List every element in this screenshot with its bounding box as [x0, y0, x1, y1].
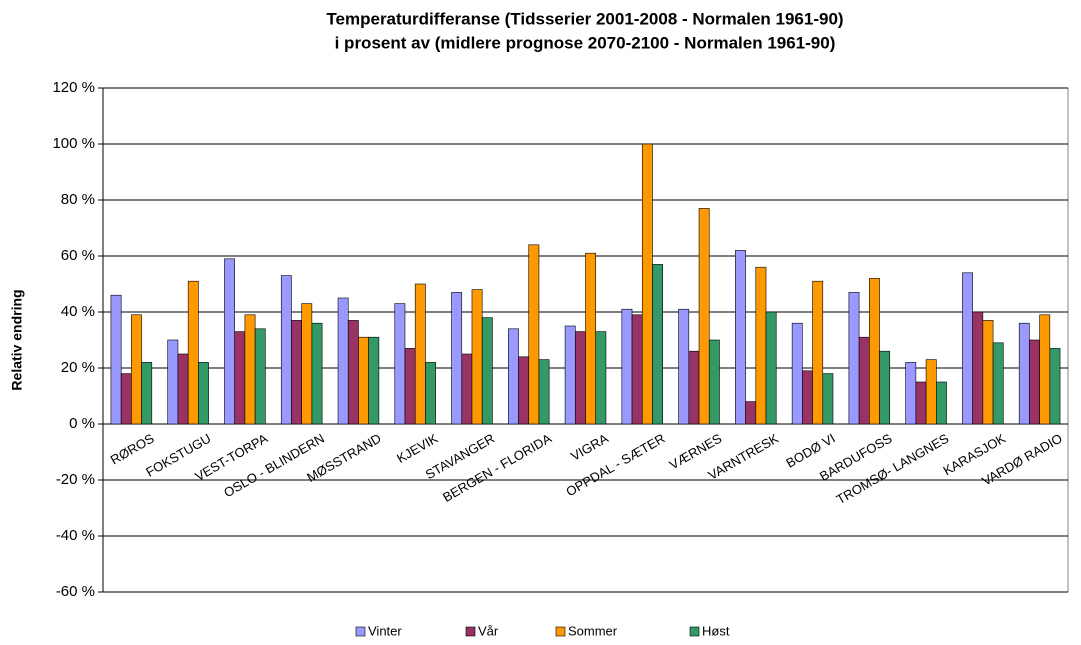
bar [962, 272, 973, 425]
legend-label: Høst [702, 623, 730, 638]
legend-swatch [465, 626, 476, 637]
bar [110, 294, 122, 425]
bar [1039, 314, 1051, 425]
bar [936, 381, 947, 425]
bar [858, 336, 870, 425]
chart-title: Temperaturdifferanse (Tidsserier 2001-20… [326, 9, 843, 28]
bar [518, 356, 530, 425]
chart-title: i prosent av (midlere prognose 2070-2100… [335, 33, 836, 52]
bar [585, 252, 597, 425]
legend-swatch [355, 626, 366, 637]
y-tick-label: -40 % [56, 527, 95, 544]
bar [972, 311, 984, 425]
bar [141, 362, 153, 425]
y-tick-label: 80 % [61, 191, 95, 208]
bar [471, 289, 483, 425]
bar [394, 303, 406, 425]
bar [234, 331, 246, 425]
bar [915, 381, 927, 425]
bar [414, 283, 426, 425]
bar [755, 266, 767, 425]
bar [461, 353, 473, 425]
bar [745, 401, 757, 425]
y-tick-label: -60 % [56, 583, 95, 600]
bar [925, 359, 937, 425]
bar [982, 320, 994, 425]
bar [1049, 348, 1061, 425]
bar [688, 350, 700, 425]
bar [481, 317, 493, 425]
bar [131, 314, 142, 425]
bar [765, 311, 777, 425]
bar [507, 328, 519, 425]
bar [631, 314, 643, 425]
bar [280, 275, 292, 425]
bar [337, 297, 349, 425]
bar [198, 362, 209, 425]
y-tick-label: -20 % [56, 471, 95, 488]
y-axis-label: Relativ endring [9, 289, 25, 390]
bar [822, 373, 834, 425]
bar [574, 331, 586, 425]
bar [167, 339, 179, 425]
y-tick-label: 40 % [61, 303, 95, 320]
bar [678, 308, 690, 425]
bar [311, 322, 323, 425]
bar [347, 320, 359, 425]
bar [425, 362, 436, 425]
bar [244, 314, 256, 425]
legend-label: Vår [478, 623, 499, 638]
bar [254, 328, 266, 425]
bar [791, 322, 803, 425]
bar [905, 362, 917, 425]
bar [120, 373, 132, 425]
bar [224, 258, 235, 425]
bar [404, 348, 416, 425]
y-tick-label: 60 % [61, 247, 95, 264]
y-tick-label: 120 % [52, 79, 95, 96]
bar [992, 342, 1004, 425]
bar [641, 143, 653, 425]
bar [528, 244, 540, 425]
y-tick-label: 20 % [61, 359, 95, 376]
bar [621, 308, 633, 425]
legend-swatch [555, 626, 566, 637]
bar [652, 264, 664, 425]
bar [869, 278, 880, 425]
bar [595, 331, 607, 425]
bar [812, 280, 824, 425]
bar [698, 208, 710, 425]
legend-label: Sommer [568, 623, 618, 638]
bar [848, 292, 860, 425]
y-tick-label: 100 % [52, 135, 95, 152]
bar [708, 339, 720, 425]
bar [358, 336, 369, 425]
bar [291, 320, 302, 425]
bar [301, 303, 313, 425]
bar [735, 250, 746, 425]
bar [1029, 339, 1040, 425]
bar [187, 280, 199, 425]
bar [1018, 322, 1030, 425]
legend-swatch [689, 626, 700, 637]
bar [451, 292, 463, 425]
y-tick-label: 0 % [69, 415, 95, 432]
bar [879, 350, 891, 425]
bar [368, 336, 380, 425]
bar [802, 370, 813, 425]
legend-label: Vinter [368, 623, 402, 638]
bar [177, 353, 189, 425]
bar [538, 359, 550, 425]
bar [564, 325, 576, 425]
